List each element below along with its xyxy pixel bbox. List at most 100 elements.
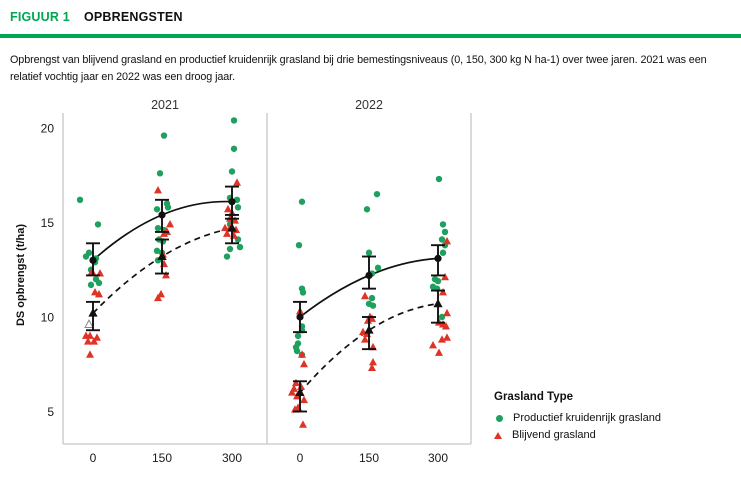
legend-item-blijvend: Blijvend grasland — [494, 429, 661, 441]
y-tick-labels: 5 10 15 20 — [41, 122, 55, 420]
scatter-triangle-point — [443, 333, 451, 341]
scatter-circle-point — [299, 289, 307, 296]
scatter-triangle-point — [439, 288, 447, 296]
scatter-circle-point — [94, 221, 102, 228]
scatter-circle-point — [365, 249, 373, 256]
scatter-triangle-point — [368, 314, 376, 322]
scatter-circle-point — [153, 247, 161, 255]
scatter-triangle-point — [299, 420, 307, 428]
scatter-circle-point — [294, 332, 302, 340]
scatter-triangle-point — [154, 293, 162, 302]
mean-marker-triangle — [295, 387, 305, 397]
y-tick-label: 20 — [41, 122, 55, 136]
mean-marker-triangle — [157, 251, 167, 260]
scatter-triangle-point — [93, 333, 101, 341]
chart: 5 10 15 20 2021 0 150 300 2022 0 150 300 DS opbreng… — [0, 95, 741, 479]
scatter-circle-point — [154, 224, 162, 232]
scatter-points — [76, 117, 244, 358]
scatter-circle-point — [228, 168, 236, 175]
scatter-triangle-point — [369, 357, 377, 366]
scatter-triangle-point — [86, 350, 94, 358]
mean-marker-circle — [434, 254, 442, 263]
mean-errorbars — [293, 244, 445, 413]
scatter-circle-point — [441, 228, 449, 236]
scatter-triangle-point — [361, 291, 369, 300]
mean-marker-triangle — [227, 223, 237, 232]
scatter-triangle-point — [368, 363, 376, 372]
figure-header: FIGUUR 1 OPBRENGSTEN — [0, 0, 741, 34]
scatter-triangle-point — [438, 335, 446, 343]
x-tick-label: 300 — [428, 451, 448, 465]
scatter-triangle-point — [95, 289, 103, 298]
scatter-circle-point — [82, 253, 90, 260]
figure-caption: Opbrengst van blijvend grasland en produ… — [10, 54, 707, 83]
scatter-circle-point — [363, 206, 371, 213]
scatter-triangle-point — [435, 348, 443, 356]
legend-item-label: Blijvend grasland — [512, 429, 596, 441]
x-tick-label: 300 — [222, 451, 242, 465]
legend-item-label: Productief kruidenrijk grasland — [513, 412, 661, 424]
scatter-triangle-point — [88, 267, 96, 275]
scatter-triangle-point — [154, 185, 162, 194]
scatter-circle-point — [87, 281, 95, 289]
scatter-plot-svg: 5 10 15 20 2021 0 150 300 2022 0 150 300 — [41, 98, 472, 465]
page-title: OPBRENGSTEN — [83, 10, 183, 24]
scatter-triangle-point — [300, 395, 308, 404]
facet-label: 2021 — [151, 98, 179, 112]
scatter-circle-point — [369, 302, 377, 309]
scatter-triangle-point — [441, 272, 449, 281]
scatter-triangle-point — [90, 337, 98, 345]
axes — [62, 113, 472, 445]
scatter-circle-point — [226, 245, 234, 253]
mean-errorbars — [86, 185, 239, 332]
legend-item-productief: Productief kruidenrijk grasland — [494, 412, 661, 424]
green-circle-icon — [496, 414, 503, 422]
scatter-triangle-point — [166, 219, 174, 228]
figure-label: FIGUUR 1 — [10, 10, 70, 24]
legend-title: Grasland Type — [494, 391, 574, 403]
scatter-triangle-point — [429, 340, 437, 349]
scatter-triangle-point — [224, 204, 232, 213]
scatter-circle-point — [234, 204, 242, 211]
scatter-triangle-point — [157, 289, 165, 298]
scatter-circle-point — [156, 170, 164, 177]
scatter-circle-point — [95, 279, 103, 287]
y-axis-title: DS opbrengst (t/ha) — [15, 223, 27, 327]
scatter-triangle-point — [233, 178, 241, 186]
scatter-circle-point — [76, 196, 84, 204]
header-rule — [0, 34, 741, 38]
scatter-circle-point — [439, 249, 447, 256]
scatter-circle-point — [164, 204, 172, 211]
scatter-circle-point — [223, 253, 231, 260]
scatter-triangle-point — [297, 382, 305, 390]
y-tick-label: 15 — [41, 216, 55, 230]
legend: Grasland Type Productief kruidenrijk gra… — [494, 391, 661, 446]
scatter-circle-point — [374, 264, 382, 272]
scatter-triangle-point — [160, 229, 168, 237]
facet-2022: 2022 0 150 300 — [288, 98, 451, 465]
mean-marker-circle — [365, 271, 373, 280]
mean-marker-circle — [228, 198, 236, 206]
scatter-triangle-point — [221, 223, 229, 232]
scatter-circle-point — [438, 236, 446, 243]
scatter-triangle-point — [443, 237, 451, 245]
scatter-triangle-point — [84, 337, 92, 345]
scatter-triangle-point — [162, 271, 170, 279]
scatter-circle-point — [160, 132, 168, 139]
x-tick-label: 150 — [359, 451, 379, 465]
scatter-triangle-point — [361, 335, 369, 343]
scatter-triangle-point — [91, 288, 99, 296]
mean-marker-triangle — [364, 325, 374, 334]
scatter-points — [288, 175, 451, 428]
scatter-circle-point — [373, 190, 381, 198]
scatter-triangle-point — [223, 229, 231, 237]
scatter-circle-point — [368, 294, 376, 302]
scatter-triangle-point — [442, 322, 450, 330]
scatter-triangle-point — [300, 359, 308, 368]
x-tick-label: 0 — [90, 451, 97, 465]
blijvend-mean-curve — [299, 302, 439, 394]
scatter-circle-point — [230, 117, 238, 124]
x-tick-label: 0 — [297, 451, 304, 465]
y-tick-label: 5 — [47, 405, 54, 419]
scatter-circle-point — [293, 347, 301, 355]
